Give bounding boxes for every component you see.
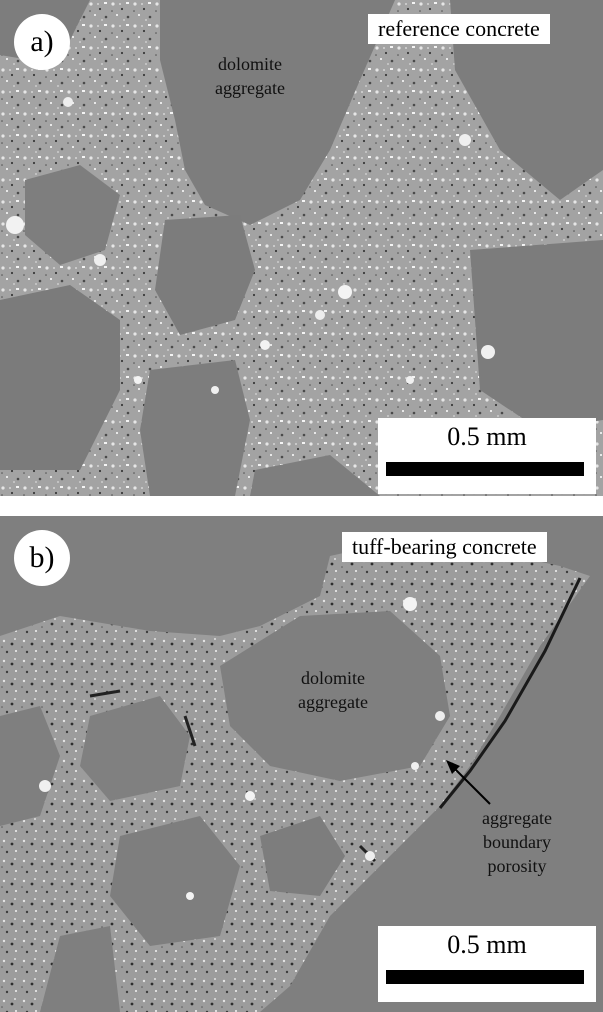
annotation-line: porosity (462, 854, 572, 878)
micrograph-panel-b: b) tuff-bearing concrete dolomite aggreg… (0, 516, 603, 1012)
annotation-line: aggregate (278, 690, 388, 714)
scale-label: 0.5 mm (378, 930, 596, 960)
scale-label: 0.5 mm (378, 422, 596, 452)
porosity-annotation: aggregate boundary porosity (462, 806, 572, 878)
scale-bar (386, 970, 584, 984)
annotation-line: boundary (462, 830, 572, 854)
scale-bar-box: 0.5 mm (378, 418, 596, 494)
annotation-line: aggregate (200, 76, 300, 100)
panel-label: b) (14, 530, 70, 586)
scale-bar (386, 462, 584, 476)
scale-bar-box: 0.5 mm (378, 926, 596, 1002)
annotation-line: aggregate (462, 806, 572, 830)
aggregate-annotation: dolomite aggregate (200, 52, 300, 100)
panel-title: tuff-bearing concrete (342, 532, 547, 562)
panel-label: a) (14, 14, 70, 70)
annotation-line: dolomite (278, 666, 388, 690)
aggregate-annotation: dolomite aggregate (278, 666, 388, 714)
annotation-line: dolomite (200, 52, 300, 76)
panel-title: reference concrete (368, 14, 550, 44)
micrograph-panel-a: a) reference concrete dolomite aggregate… (0, 0, 603, 496)
